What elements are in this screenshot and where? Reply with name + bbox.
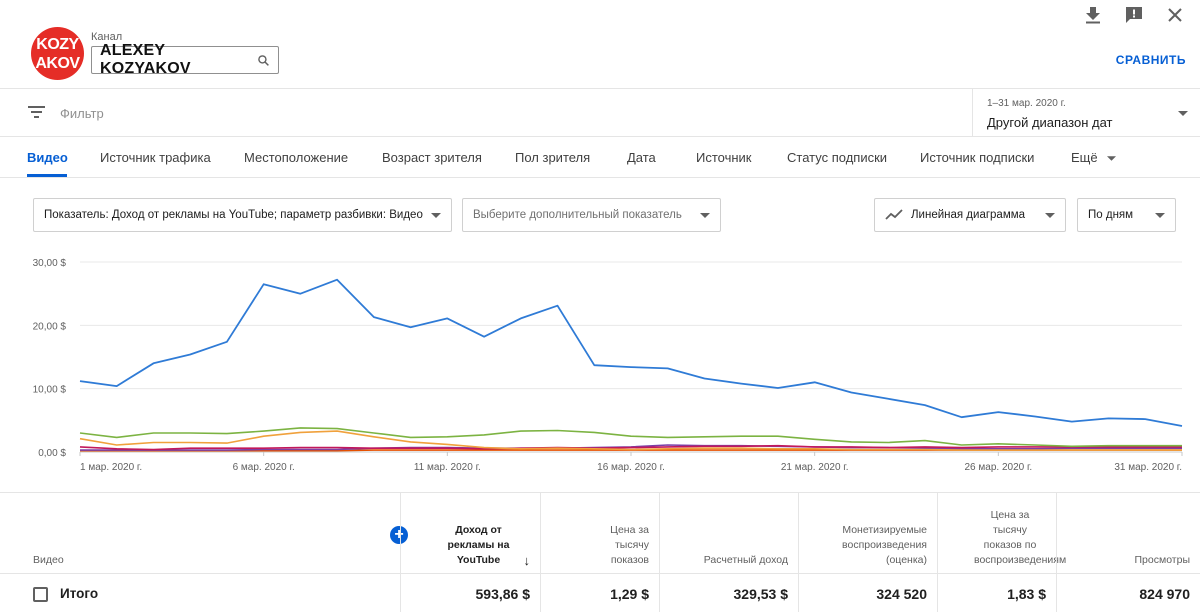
series-line-1 (79, 278, 1183, 427)
granularity-label: По дням (1088, 209, 1134, 221)
filter-bar: Фильтр 1–31 мар. 2020 г. Другой диапазон… (0, 88, 1200, 137)
dimension-tabs: Видео Источник трафика Местоположение Во… (0, 138, 1200, 178)
x-tick-label: 1 мар. 2020 г. (80, 462, 142, 473)
tab-date[interactable]: Дата (627, 150, 656, 165)
y-tick-label: 0,00 $ (38, 448, 66, 459)
logo-line-2: AKOV (35, 54, 80, 72)
total-ad-revenue: 593,86 $ (400, 574, 540, 612)
column-header-playback-cpm[interactable]: Цена за тысячу показов по воспроизведени… (937, 493, 1067, 573)
total-cpm: 1,29 $ (540, 574, 659, 612)
x-tick-label: 11 мар. 2020 г. (414, 462, 481, 473)
tab-video[interactable]: Видео (27, 150, 68, 165)
tab-viewer-gender[interactable]: Пол зрителя (515, 150, 591, 165)
column-header-label: Расчетный доход (703, 554, 788, 566)
secondary-metric-selector[interactable]: Выберите дополнительный показатель (462, 198, 721, 232)
y-tick-label: 20,00 $ (33, 321, 67, 332)
y-tick-label: 30,00 $ (33, 258, 67, 269)
tab-viewer-age[interactable]: Возраст зрителя (382, 150, 482, 165)
logo-line-1: KOZY (36, 35, 79, 53)
feedback-icon[interactable] (1123, 4, 1145, 26)
date-range-picker[interactable]: 1–31 мар. 2020 г. Другой диапазон дат (972, 89, 1200, 137)
data-table: Видео + Доход от рекламы на YouTube ↓ Це… (0, 492, 1200, 612)
column-header-label: Просмотры (1134, 554, 1191, 566)
column-header-video[interactable]: Видео (0, 493, 400, 573)
channel-caption: Канал (91, 31, 123, 43)
chart-type-selector[interactable]: Линейная диаграмма (874, 198, 1066, 232)
dropdown-arrow-icon (1155, 212, 1165, 218)
filter-input[interactable]: Фильтр (60, 106, 104, 121)
column-header-monetized-playbacks[interactable]: Монетизируемые воспроизведения (оценка) (798, 493, 937, 573)
date-mode-text: Другой диапазон дат (987, 115, 1113, 130)
column-header-label: Видео (33, 554, 64, 566)
line-chart-icon (885, 209, 903, 220)
x-tick-label: 16 мар. 2020 г. (597, 462, 665, 473)
totals-row: Итого 593,86 $ 1,29 $ 329,53 $ 324 520 1… (0, 573, 1200, 612)
channel-logo: KOZY AKOV (31, 27, 84, 80)
filter-icon[interactable] (28, 105, 45, 119)
dropdown-arrow-icon (431, 212, 441, 218)
top-actions (1082, 4, 1186, 26)
date-range-text: 1–31 мар. 2020 г. (987, 98, 1066, 109)
active-tab-indicator (27, 174, 67, 177)
tab-more[interactable]: Ещё (1071, 150, 1117, 165)
granularity-selector[interactable]: По дням (1077, 198, 1176, 232)
total-playback-cpm: 1,83 $ (937, 574, 1056, 612)
total-estimated-revenue: 329,53 $ (659, 574, 798, 612)
secondary-metric-placeholder: Выберите дополнительный показатель (473, 209, 682, 221)
tab-location[interactable]: Местоположение (244, 150, 349, 165)
dropdown-arrow-icon (1045, 212, 1055, 218)
column-header-label: Доход от рекламы на YouTube (447, 524, 510, 566)
download-icon[interactable] (1082, 4, 1104, 26)
channel-name: ALEXEY KOZYAKOV (100, 42, 191, 77)
x-tick-label: 26 мар. 2020 г. (964, 462, 1032, 473)
total-monetized-playbacks: 324 520 (798, 574, 937, 612)
add-column-button[interactable]: + (390, 526, 408, 544)
chart-type-label: Линейная диаграмма (911, 209, 1026, 221)
select-all-checkbox[interactable] (33, 587, 48, 602)
revenue-line-chart: 30,00 $ 20,00 $ 10,00 $ 0,00 $ 1 мар. 2020 г… (33, 258, 1183, 473)
column-header-label: Цена за тысячу показов (610, 524, 649, 566)
totals-label: Итого (60, 586, 99, 601)
dropdown-arrow-icon (1178, 111, 1188, 116)
column-header-estimated-revenue[interactable]: Расчетный доход (659, 493, 798, 573)
column-header-ad-revenue[interactable]: Доход от рекламы на YouTube ↓ (400, 493, 540, 573)
x-tick-label: 31 мар. 2020 г. (1114, 462, 1182, 473)
column-header-label: Цена за тысячу показов по воспроизведени… (974, 509, 1067, 566)
tab-subscription-status[interactable]: Статус подписки (787, 150, 888, 165)
sort-down-arrow-icon: ↓ (523, 553, 531, 568)
tab-traffic-source[interactable]: Источник трафика (100, 150, 211, 165)
x-tick-label: 21 мар. 2020 г. (781, 462, 849, 473)
tab-subscription-source[interactable]: Источник подписки (920, 150, 1035, 165)
series-line-4 (79, 444, 1182, 451)
x-tick-label: 6 мар. 2020 г. (233, 462, 295, 473)
search-icon[interactable] (257, 54, 270, 67)
compare-button[interactable]: СРАВНИТЬ (1115, 53, 1186, 67)
series-line-2 (79, 427, 1182, 448)
close-icon[interactable] (1164, 4, 1186, 26)
tab-source[interactable]: Источник (696, 150, 752, 165)
column-header-cpm[interactable]: Цена за тысячу показов (540, 493, 659, 573)
column-header-label: Монетизируемые воспроизведения (оценка) (842, 524, 927, 566)
chevron-down-icon (1107, 156, 1117, 161)
metric-selector[interactable]: Показатель: Доход от рекламы на YouTube;… (33, 198, 452, 232)
metric-selector-label: Показатель: Доход от рекламы на YouTube;… (44, 209, 423, 221)
tab-more-label: Ещё (1071, 150, 1098, 165)
column-header-views[interactable]: Просмотры (1056, 493, 1200, 573)
dropdown-arrow-icon (700, 212, 710, 218)
y-tick-label: 10,00 $ (33, 385, 67, 396)
channel-selector[interactable]: ALEXEY KOZYAKOV (91, 42, 279, 77)
series-line-3 (79, 430, 1182, 451)
total-views: 824 970 (1056, 574, 1200, 612)
